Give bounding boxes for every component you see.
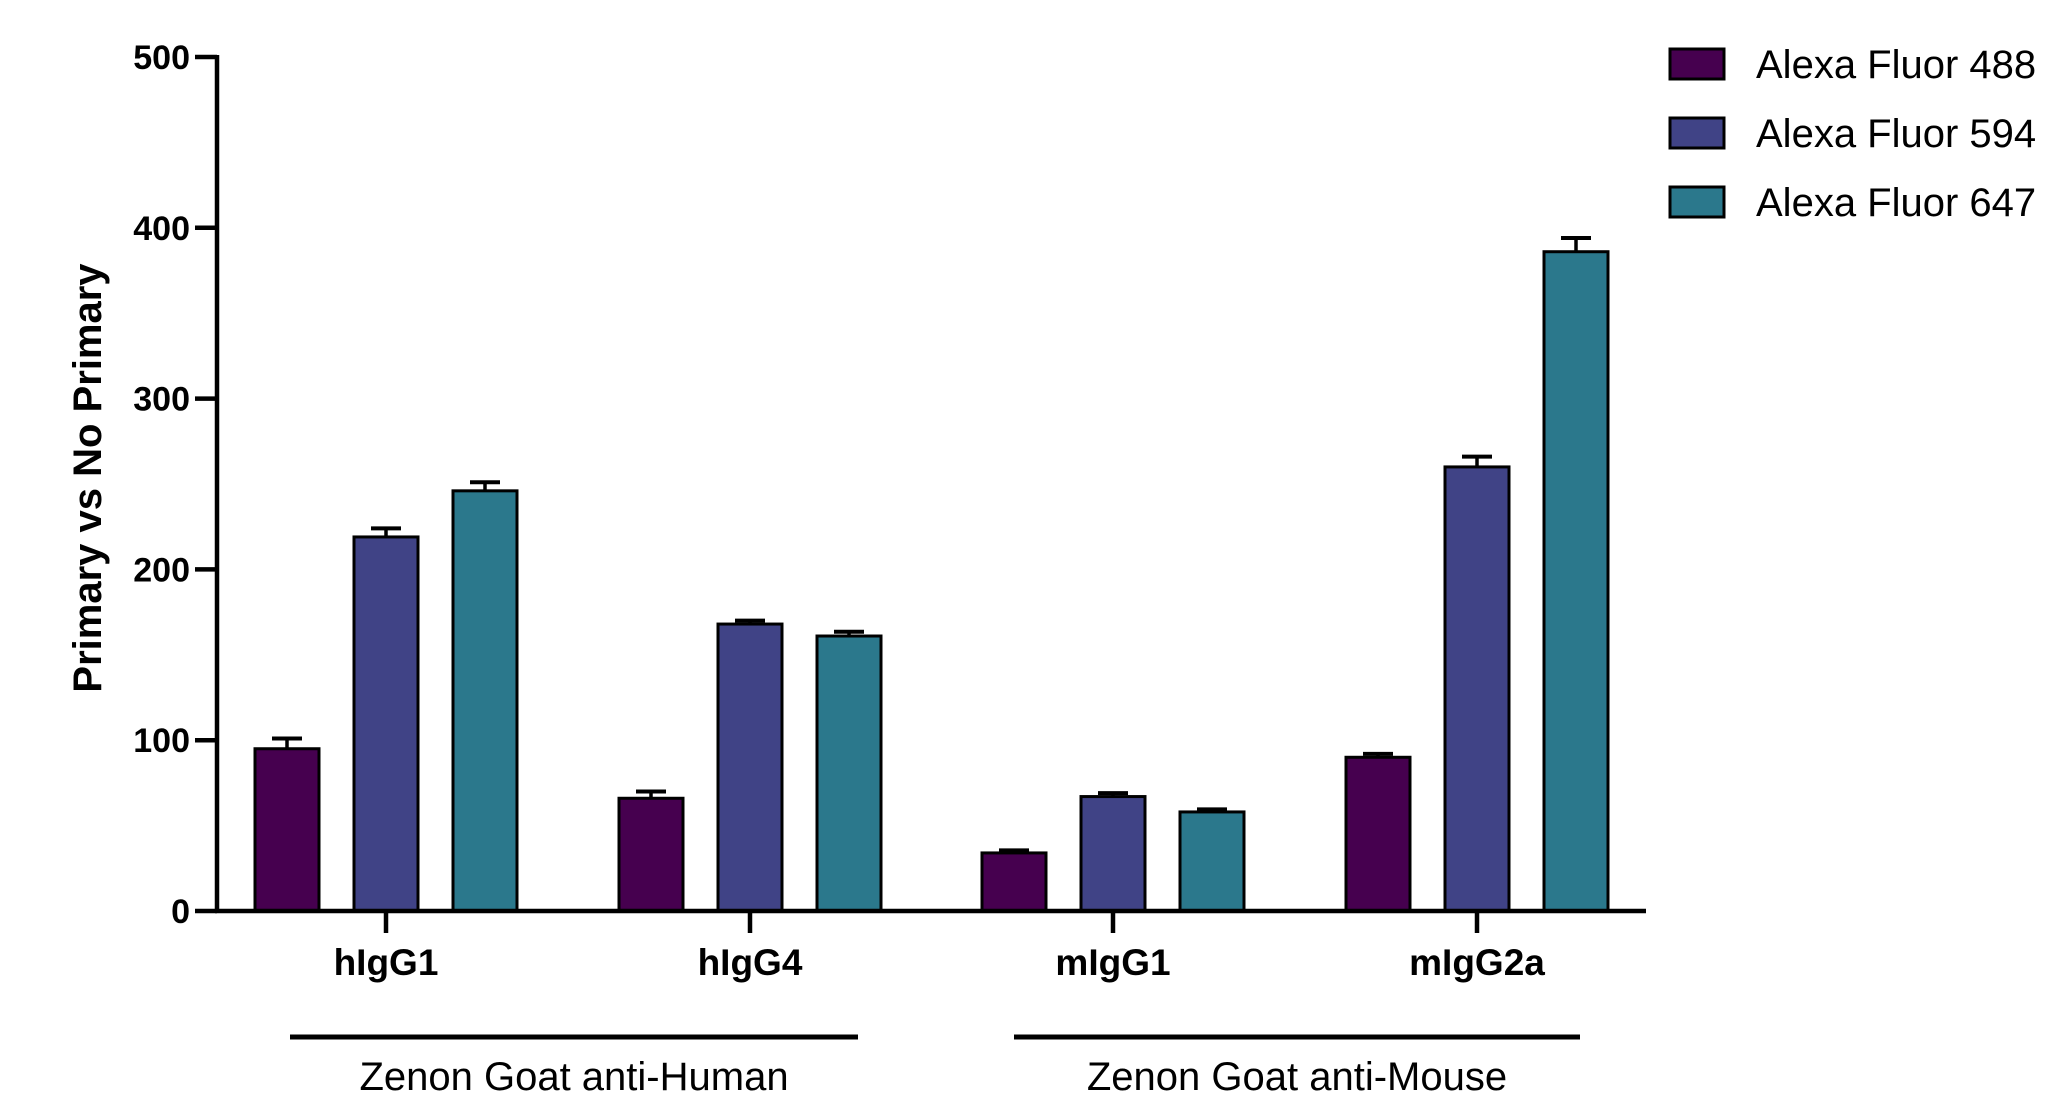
group-label: Zenon Goat anti-Mouse xyxy=(1087,1055,1507,1099)
bar-mIgG2a-alexa-fluor-488 xyxy=(1344,755,1412,913)
legend: Alexa Fluor 488 Alexa Fluor 594 Alexa Fluo… xyxy=(1668,43,2036,225)
y-tick-label: 0 xyxy=(171,893,190,931)
bar-hIgG1-alexa-fluor-647 xyxy=(451,489,519,913)
x-tick-label: hIgG1 xyxy=(334,942,439,983)
y-axis-label: Primary vs No Primary xyxy=(66,263,110,693)
legend-swatch xyxy=(1668,185,1726,219)
x-tick-label: mIgG2a xyxy=(1409,942,1545,983)
bar-hIgG1-alexa-fluor-594 xyxy=(352,535,420,913)
axes-layer: 0 100 200 300 400 500 hIgG1 hIgG4 mIgG1 mIgG2a xyxy=(133,39,1646,983)
legend-label: Alexa Fluor 647 xyxy=(1756,181,2036,225)
bar-mIgG2a-alexa-fluor-594 xyxy=(1443,465,1511,913)
bar-mIgG1-alexa-fluor-594 xyxy=(1079,795,1147,913)
bar-mIgG1-alexa-fluor-488 xyxy=(980,851,1048,913)
x-tick-label: mIgG1 xyxy=(1055,942,1170,983)
legend-label: Alexa Fluor 488 xyxy=(1756,43,2036,87)
legend-swatch xyxy=(1668,116,1726,150)
bars-layer xyxy=(253,236,1610,913)
bar-hIgG4-alexa-fluor-594 xyxy=(716,622,784,913)
bar-hIgG4-alexa-fluor-488 xyxy=(617,796,685,913)
y-tick-label: 300 xyxy=(133,381,190,419)
y-tick-label: 500 xyxy=(133,39,190,77)
y-tick-label: 200 xyxy=(133,551,190,589)
x-tick-label: hIgG4 xyxy=(698,942,803,983)
legend-label: Alexa Fluor 594 xyxy=(1756,112,2036,156)
bar-hIgG1-alexa-fluor-488 xyxy=(253,747,321,913)
bar-hIgG4-alexa-fluor-647 xyxy=(815,634,883,913)
bar-mIgG2a-alexa-fluor-647 xyxy=(1542,250,1610,913)
y-tick-label: 100 xyxy=(133,722,190,760)
bar-mIgG1-alexa-fluor-647 xyxy=(1178,810,1246,913)
category-groups: Zenon Goat anti-Human Zenon Goat anti-Mou… xyxy=(290,1034,1580,1099)
group-label: Zenon Goat anti-Human xyxy=(359,1055,788,1099)
legend-swatch xyxy=(1668,47,1726,81)
y-tick-label: 400 xyxy=(133,210,190,248)
